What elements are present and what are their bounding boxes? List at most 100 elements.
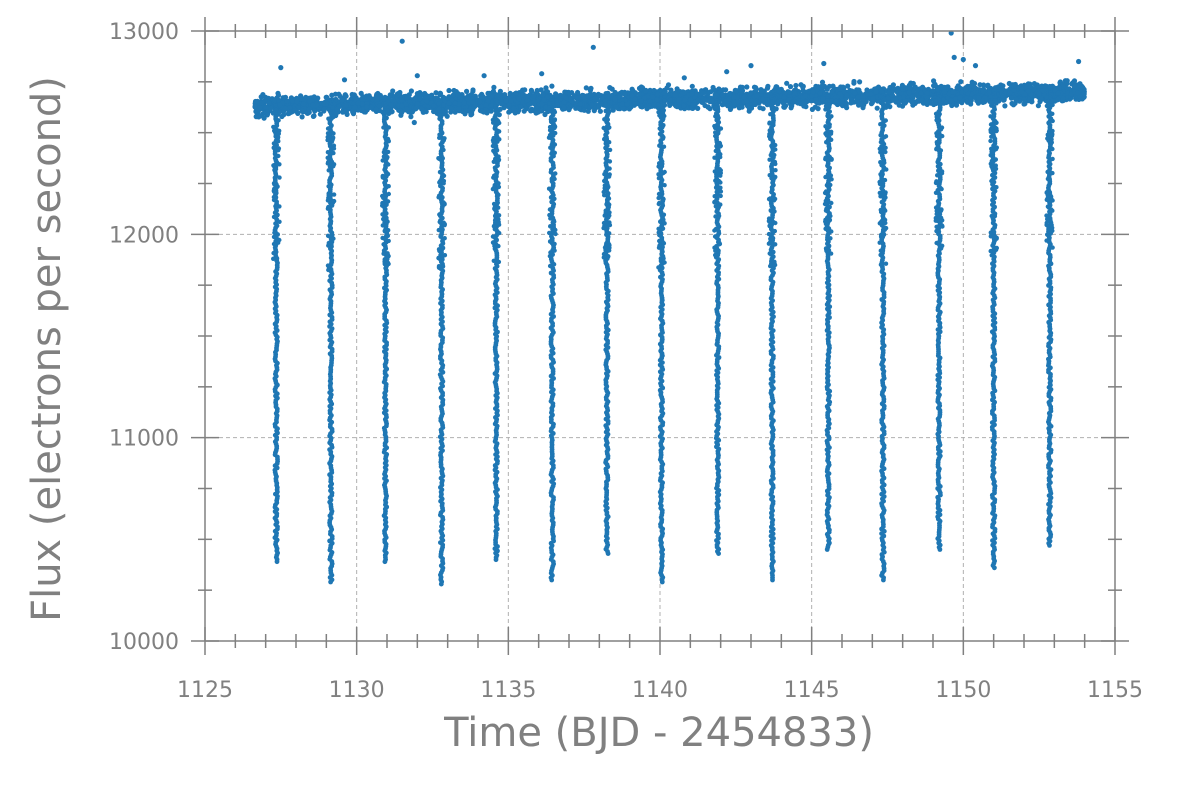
data-point bbox=[959, 100, 964, 105]
data-point bbox=[331, 164, 335, 168]
data-point bbox=[479, 104, 484, 109]
data-point bbox=[552, 219, 556, 223]
data-point bbox=[531, 93, 536, 98]
data-point bbox=[1007, 90, 1012, 95]
data-point bbox=[494, 557, 499, 562]
data-point bbox=[491, 241, 495, 245]
data-point bbox=[548, 239, 552, 243]
data-point bbox=[552, 126, 556, 130]
data-point bbox=[547, 187, 551, 191]
data-point bbox=[548, 264, 552, 268]
data-point bbox=[1047, 84, 1052, 89]
data-point bbox=[492, 207, 496, 211]
data-point bbox=[326, 150, 330, 154]
data-point bbox=[1019, 89, 1024, 94]
data-point bbox=[676, 97, 681, 102]
data-point bbox=[562, 90, 567, 95]
data-point bbox=[578, 101, 583, 106]
data-point bbox=[419, 107, 424, 112]
data-point bbox=[977, 82, 982, 87]
data-point bbox=[381, 125, 385, 129]
data-point bbox=[754, 94, 759, 99]
data-point bbox=[802, 102, 807, 107]
data-point bbox=[311, 114, 316, 119]
data-point bbox=[285, 99, 290, 104]
data-point bbox=[326, 117, 330, 121]
data-point bbox=[318, 112, 323, 117]
data-point bbox=[734, 88, 739, 93]
data-point bbox=[1002, 103, 1007, 108]
data-point bbox=[404, 95, 409, 100]
data-point bbox=[301, 102, 306, 107]
data-point bbox=[821, 84, 826, 89]
data-point bbox=[637, 92, 642, 97]
data-point bbox=[561, 100, 566, 105]
data-point bbox=[438, 220, 442, 224]
data-point bbox=[801, 84, 806, 89]
data-point bbox=[705, 91, 710, 96]
data-point bbox=[553, 117, 557, 121]
data-points-layer bbox=[253, 30, 1087, 586]
data-point bbox=[491, 140, 495, 144]
data-point bbox=[271, 125, 275, 129]
data-point bbox=[327, 241, 331, 245]
data-point bbox=[276, 154, 280, 158]
data-point bbox=[497, 231, 501, 235]
data-point bbox=[496, 206, 500, 210]
data-point bbox=[446, 88, 451, 93]
data-point bbox=[331, 131, 335, 135]
data-point bbox=[486, 91, 491, 96]
data-point bbox=[387, 192, 391, 196]
data-point bbox=[326, 126, 330, 130]
data-point bbox=[542, 97, 547, 102]
data-point bbox=[272, 215, 276, 219]
data-point bbox=[1026, 88, 1031, 93]
data-point bbox=[792, 91, 797, 96]
data-point bbox=[479, 94, 484, 99]
data-point bbox=[852, 90, 857, 95]
data-point bbox=[272, 231, 276, 235]
data-point bbox=[413, 96, 418, 101]
data-point bbox=[931, 102, 936, 107]
data-point bbox=[547, 213, 551, 217]
data-point bbox=[437, 107, 441, 111]
data-point bbox=[589, 102, 594, 107]
data-point bbox=[439, 582, 444, 587]
data-point bbox=[549, 578, 554, 583]
data-point bbox=[838, 86, 843, 91]
data-point bbox=[396, 92, 401, 97]
data-point bbox=[980, 89, 985, 94]
data-point bbox=[437, 228, 441, 232]
data-point bbox=[547, 102, 551, 106]
data-point bbox=[477, 99, 482, 104]
data-point bbox=[582, 108, 587, 113]
data-point bbox=[1011, 84, 1016, 89]
data-point bbox=[757, 105, 762, 110]
data-point bbox=[344, 103, 349, 108]
data-point bbox=[548, 250, 552, 254]
data-point bbox=[496, 193, 500, 197]
data-point bbox=[522, 87, 527, 92]
data-point bbox=[491, 121, 495, 125]
data-point bbox=[287, 110, 292, 115]
data-point bbox=[253, 104, 258, 109]
data-point bbox=[437, 180, 441, 184]
data-point bbox=[326, 156, 330, 160]
data-point bbox=[404, 106, 409, 111]
data-point bbox=[782, 105, 787, 110]
data-point bbox=[386, 228, 390, 232]
data-point bbox=[364, 105, 369, 110]
data-point bbox=[276, 139, 280, 143]
data-point bbox=[777, 89, 782, 94]
data-point bbox=[593, 96, 598, 101]
data-point bbox=[720, 92, 725, 97]
data-point bbox=[277, 162, 281, 166]
data-point bbox=[589, 92, 594, 97]
data-point bbox=[552, 177, 556, 181]
data-point bbox=[329, 93, 334, 98]
data-point bbox=[462, 100, 467, 105]
data-point bbox=[387, 139, 391, 143]
data-point bbox=[437, 257, 441, 261]
data-point bbox=[492, 136, 496, 140]
